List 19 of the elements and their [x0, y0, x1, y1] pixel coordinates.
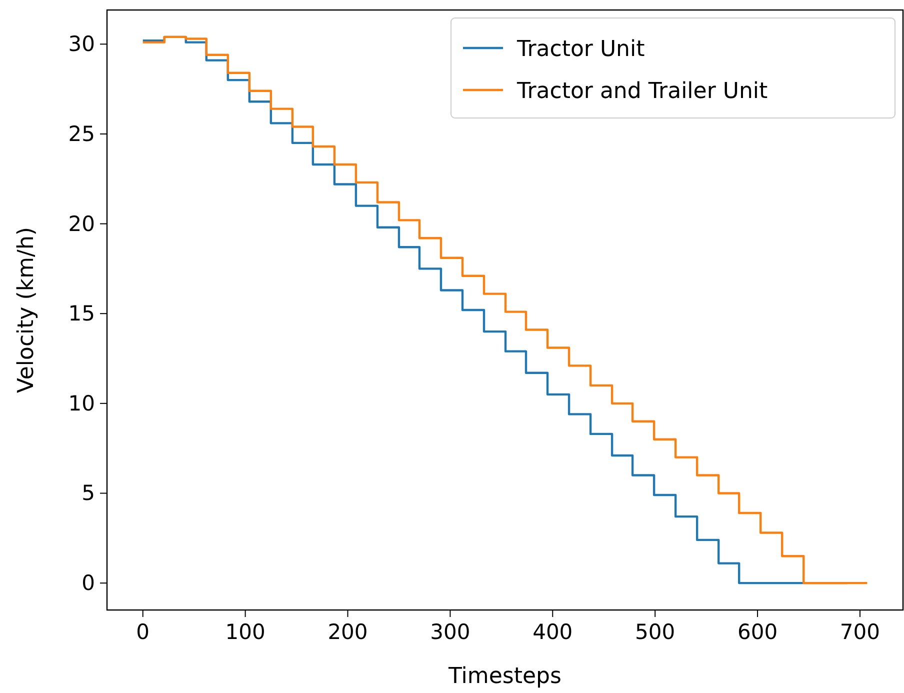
y-tick-label: 15	[68, 302, 95, 326]
x-tick-label: 700	[840, 620, 880, 644]
y-tick-label: 30	[68, 32, 95, 56]
legend-label: Tractor and Trailer Unit	[516, 79, 768, 104]
x-axis-title: Timesteps	[448, 664, 562, 689]
x-tick-label: 600	[737, 620, 778, 644]
y-tick-label: 20	[68, 212, 95, 236]
x-tick-label: 200	[328, 620, 368, 644]
x-tick-label: 300	[430, 620, 470, 644]
x-tick-label: 100	[225, 620, 266, 644]
y-tick-label: 25	[68, 122, 95, 146]
y-tick-label: 0	[82, 571, 95, 596]
y-axis-title: Velocity (km/h)	[14, 227, 39, 393]
x-tick-label: 500	[635, 620, 676, 644]
x-tick-label: 0	[136, 620, 150, 644]
y-tick-label: 5	[82, 481, 95, 506]
legend-label: Tractor Unit	[516, 37, 646, 62]
x-tick-label: 400	[532, 620, 573, 644]
y-tick-label: 10	[68, 391, 95, 416]
